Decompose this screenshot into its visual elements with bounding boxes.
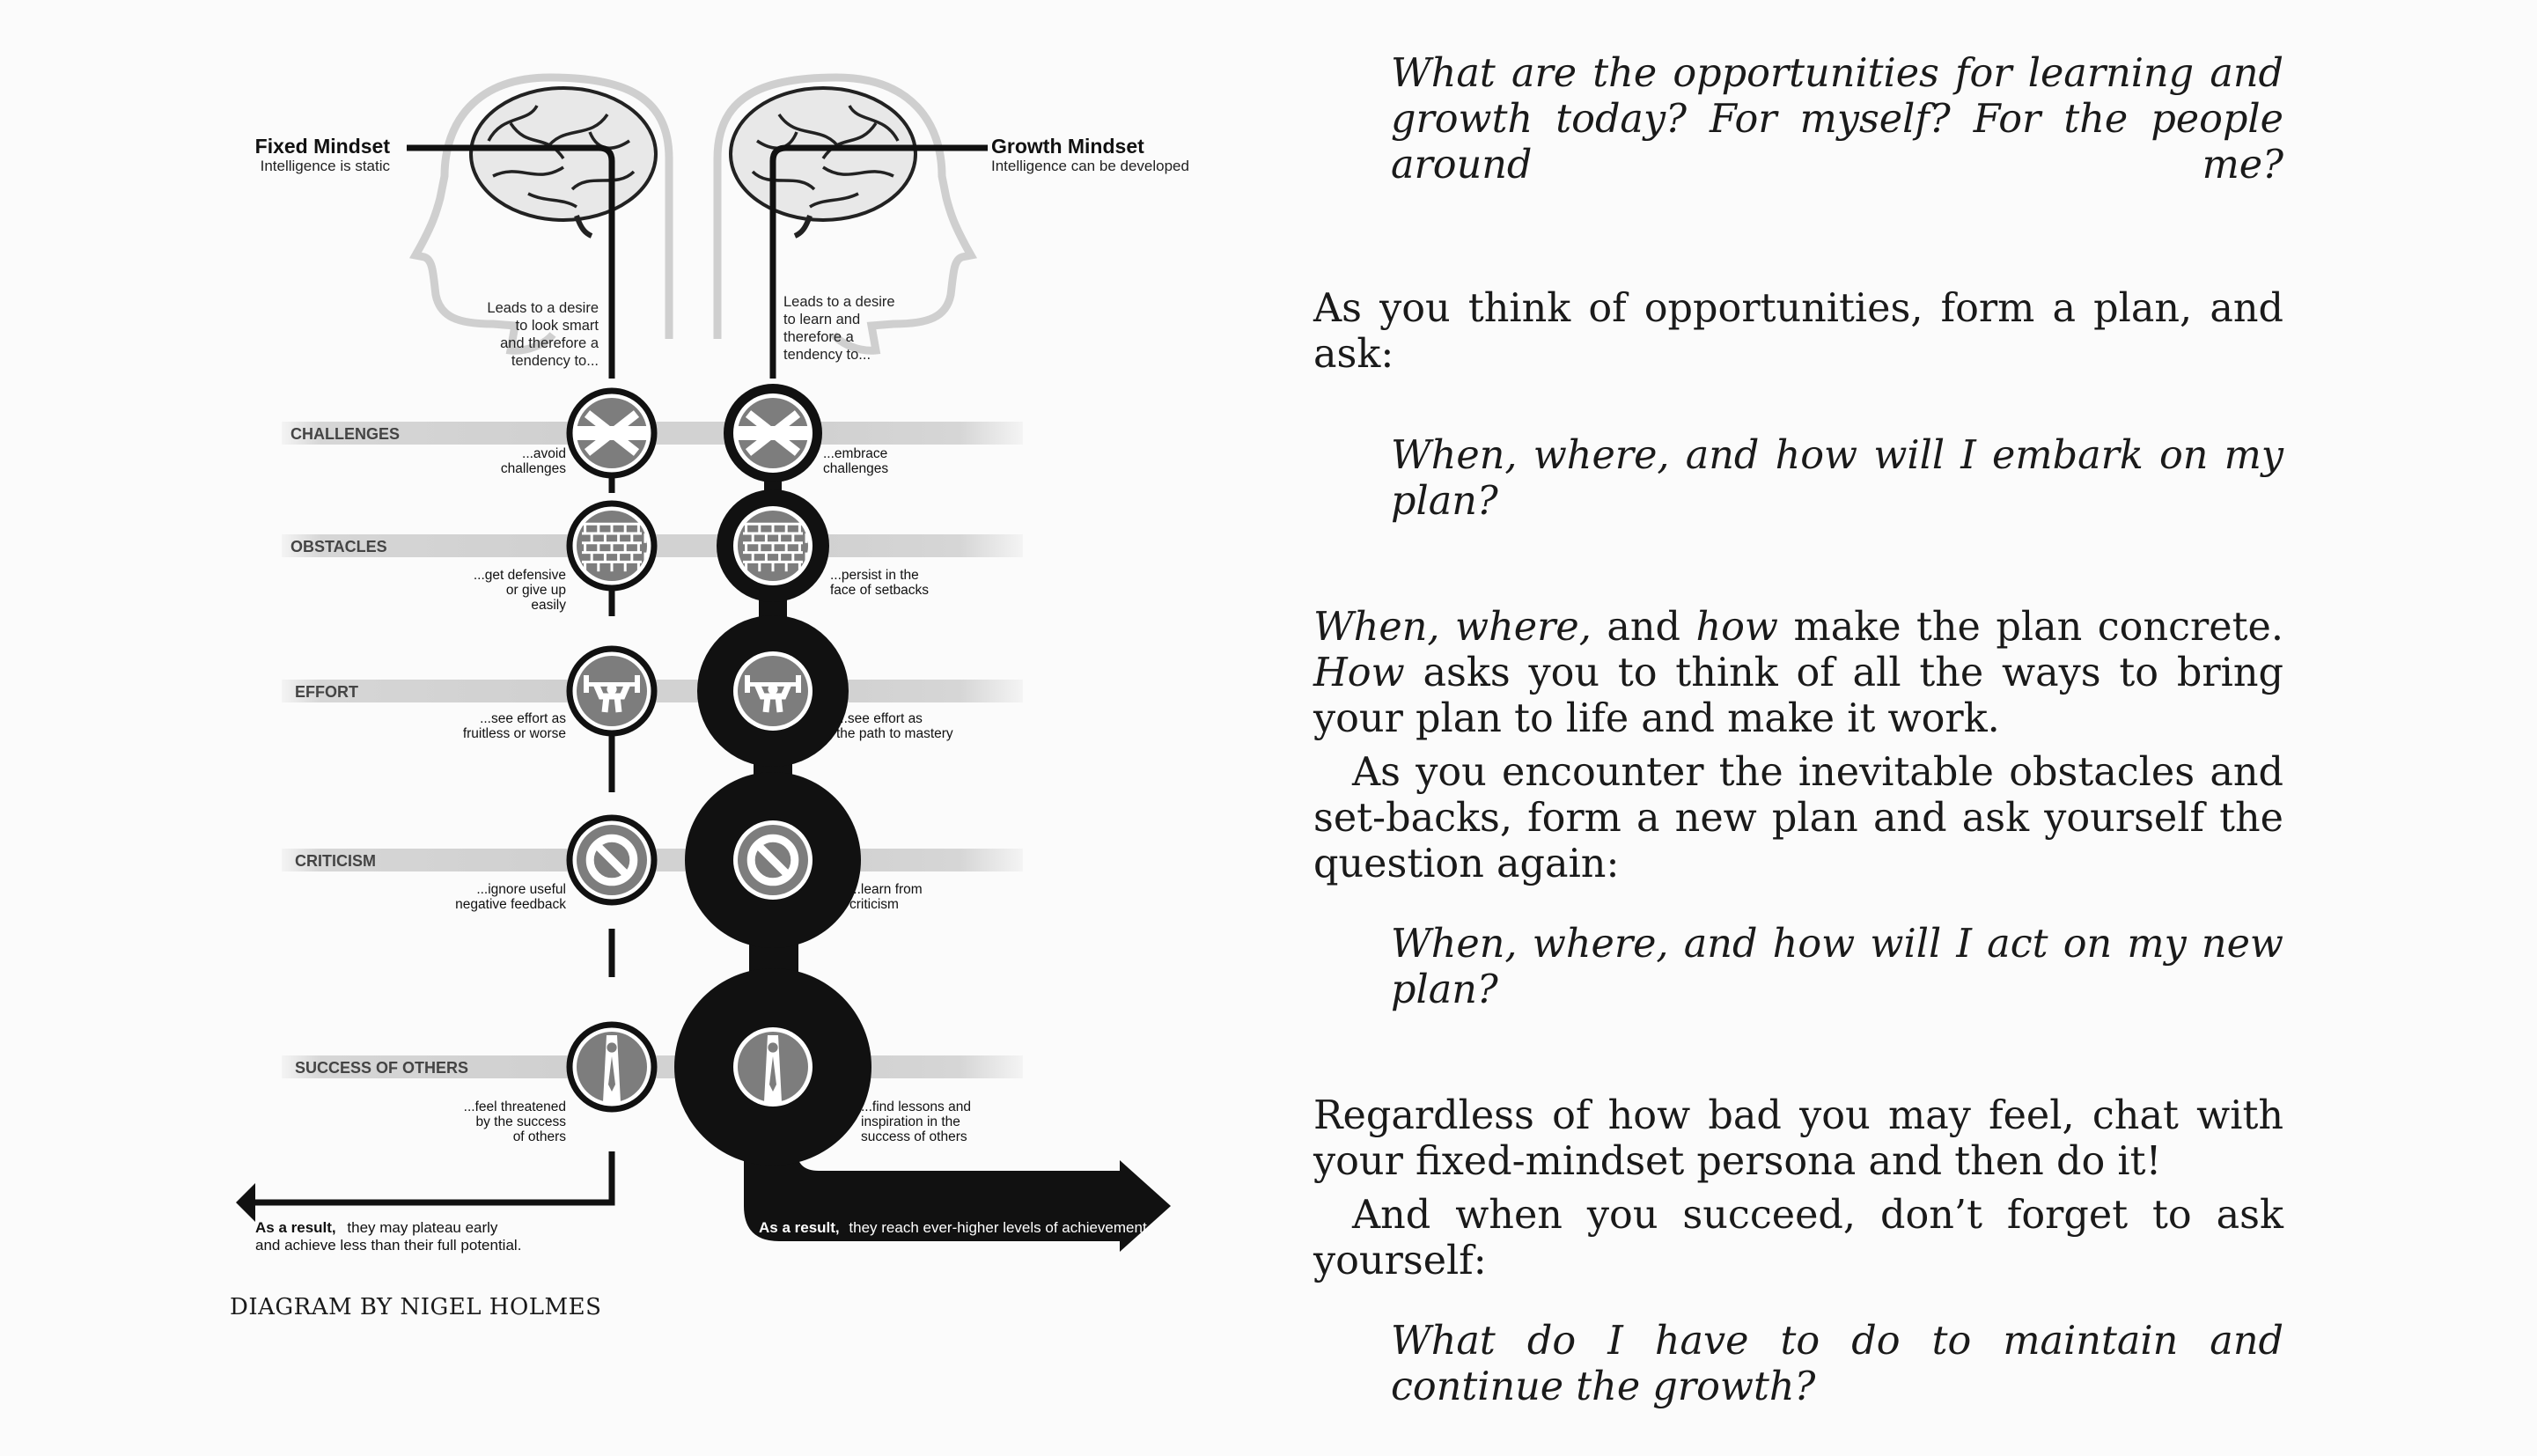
category-label: OBSTACLES — [290, 538, 387, 555]
growth-response-line: challenges — [823, 461, 888, 476]
fixed-result-text: As a result, they may plateau early and … — [255, 1219, 521, 1254]
category-band-left — [282, 422, 612, 445]
fixed-response-line: by the success — [475, 1114, 566, 1129]
category-label: EFFORT — [295, 683, 358, 701]
fixed-result-line: they may plateau early — [347, 1219, 498, 1236]
growth-subtitle: Intelligence can be developed — [991, 158, 1189, 174]
growth-result-bold: As a result, — [759, 1219, 840, 1236]
fixed-response-line: of others — [513, 1129, 567, 1144]
fixed-title: Fixed Mindset — [255, 135, 391, 158]
fixed-leads-line: tendency to... — [511, 353, 599, 369]
category-label: SUCCESS OF OTHERS — [295, 1059, 468, 1077]
growth-response-line: the path to mastery — [836, 726, 953, 741]
paragraph-obstacles: As you encounter the inevitable obstacle… — [1313, 750, 2283, 886]
growth-response-line: inspiration in the — [861, 1114, 960, 1129]
growth-response-line: ...embrace — [823, 446, 887, 461]
fixed-response-line: easily — [531, 598, 566, 613]
growth-leads-line: Leads to a desire — [783, 294, 895, 310]
growth-circle-3 — [697, 615, 849, 767]
paragraph-chat-persona: Regardless of how bad you may feel, chat… — [1313, 1093, 2283, 1184]
text-run: and — [1591, 605, 1696, 650]
book-text: What are the opportunities for learning … — [1313, 51, 2283, 1410]
growth-leads-line: therefore a — [783, 329, 855, 345]
growth-circle-5 — [674, 968, 871, 1166]
fixed-response-line: ...feel threatened — [464, 1099, 566, 1114]
growth-leads-line: to learn and — [783, 312, 860, 327]
paragraph-plan-concrete: When, where, and how make the plan concr… — [1313, 605, 2283, 742]
text-run: asks you to think of all the ways to bri… — [1313, 651, 2283, 741]
fixed-response-line: fruitless or worse — [463, 726, 566, 741]
fixed-circle-5 — [566, 1021, 658, 1113]
svg-text:As a result, they may pl: As a result, they may plateau early — [255, 1219, 498, 1236]
growth-response-line: ...persist in the — [830, 568, 919, 583]
growth-path-line-top — [769, 144, 988, 379]
fixed-result-bold: As a result, — [255, 1219, 336, 1236]
diagram-credit: DIAGRAM BY NIGEL HOLMES — [230, 1294, 602, 1320]
fixed-path-line — [251, 144, 615, 1206]
fixed-response-line: ...see effort as — [480, 711, 566, 726]
growth-response-line: criticism — [849, 897, 899, 912]
growth-response-line: ...see effort as — [836, 711, 923, 726]
fixed-head-outline — [408, 73, 673, 355]
emphasis-how: how — [1695, 605, 1779, 650]
growth-leads-line: tendency to... — [783, 347, 871, 363]
category-label: CHALLENGES — [290, 425, 400, 443]
fixed-circle-4 — [566, 814, 658, 906]
paragraph-succeed: And when you succeed, don’t forget to as… — [1313, 1193, 2283, 1283]
growth-title: Growth Mindset — [991, 135, 1144, 158]
growth-result-text: As a result, they reach ever-higher leve… — [759, 1219, 1151, 1236]
growth-head-outline — [713, 73, 978, 355]
fixed-result-line: and achieve less than their full potenti… — [255, 1237, 521, 1254]
growth-result-arrowhead — [1120, 1160, 1171, 1252]
emphasis-when-where: When, where, — [1313, 605, 1592, 650]
fixed-leads-line: to look smart — [516, 318, 599, 334]
fixed-result-arrowhead — [236, 1183, 255, 1222]
question-act-new-plan: When, where, and how will I act on my ne… — [1391, 922, 2283, 1012]
fixed-response-line: ...ignore useful — [476, 882, 566, 897]
growth-result-band — [744, 1118, 1122, 1241]
growth-leads-text: Leads to a desire to learn and therefore… — [783, 294, 895, 363]
category-label: CRITICISM — [295, 852, 376, 870]
growth-circle-1 — [724, 384, 822, 482]
category-band-left — [282, 534, 612, 557]
growth-brain-icon — [729, 86, 917, 239]
fixed-leads-line: and therefore a — [500, 335, 599, 351]
fixed-brain-icon — [469, 86, 658, 239]
growth-circle-2 — [717, 489, 829, 602]
fixed-circle-1 — [566, 387, 658, 479]
growth-circle-4 — [685, 772, 861, 948]
growth-response-line: ...find lessons and — [861, 1099, 971, 1114]
category-band-left — [282, 849, 612, 871]
fixed-response-line: challenges — [501, 461, 566, 476]
text-run: make the plan concrete. — [1778, 605, 2284, 650]
category-band-left — [282, 1055, 612, 1078]
fixed-leads-text: Leads to a desire to look smart and ther… — [487, 300, 599, 369]
fixed-response-line: negative feedback — [455, 897, 566, 912]
fixed-response-line: or give up — [506, 583, 566, 598]
growth-response-line: success of others — [861, 1129, 967, 1144]
growth-response-line: face of setbacks — [830, 583, 929, 598]
fixed-circle-3 — [566, 645, 658, 737]
growth-response-line: ...learn from — [849, 882, 923, 897]
emphasis-how-capital: How — [1313, 651, 1405, 695]
fixed-leads-line: Leads to a desire — [487, 300, 599, 316]
fixed-response-line: ...get defensive — [474, 568, 566, 583]
category-band-left — [282, 680, 612, 702]
question-opportunities: What are the opportunities for learning … — [1391, 51, 2283, 188]
growth-result-line: they reach ever-higher levels of achieve… — [849, 1219, 1151, 1236]
paragraph-form-plan: As you think of opportunities, form a pl… — [1313, 286, 2283, 377]
fixed-circle-2 — [566, 500, 658, 592]
category-bands: CHALLENGES OBSTACLES EFFORT CRITICISM SUCCES… — [282, 422, 1023, 1078]
question-maintain-growth: What do I have to do to maintain and con… — [1391, 1319, 2283, 1409]
question-embark-plan: When, where, and how will I embark on my… — [1391, 433, 2283, 524]
fixed-response-line: ...avoid — [522, 446, 566, 461]
mindset-diagram: CHALLENGES OBSTACLES EFFORT CRITICISM SUCCES… — [236, 73, 1189, 1254]
fixed-subtitle: Intelligence is static — [261, 158, 391, 174]
mindset-circles — [566, 384, 871, 1166]
